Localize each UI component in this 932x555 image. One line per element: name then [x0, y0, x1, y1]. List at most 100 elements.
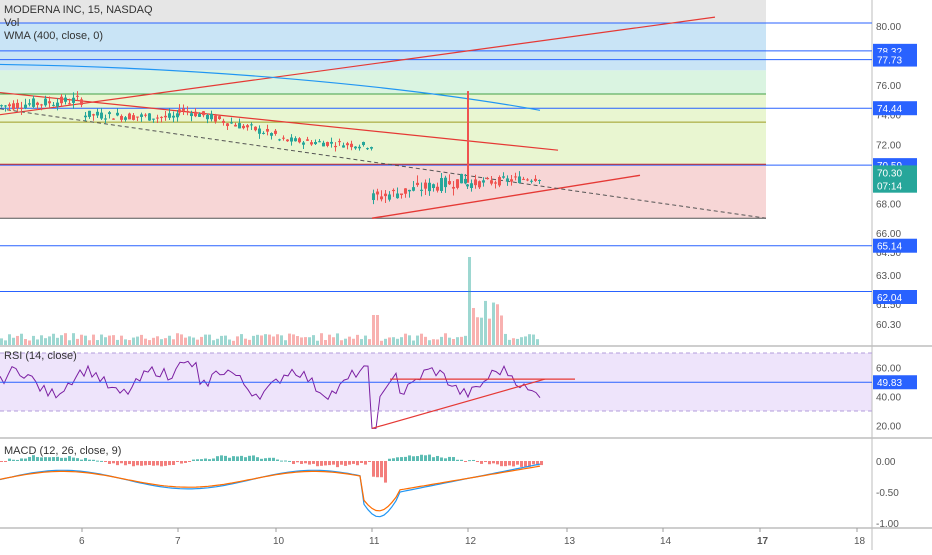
volume-bar-54 — [216, 338, 219, 345]
vol-label[interactable]: Vol — [4, 17, 20, 29]
macd-hist-104 — [416, 456, 419, 461]
symbol-title[interactable]: MODERNA INC, 15, NASDAQ — [4, 4, 153, 16]
volume-bar-105 — [420, 333, 423, 345]
time-tick-4: 12 — [465, 536, 477, 547]
macd-hist-130 — [520, 461, 523, 467]
macd-hist-23 — [92, 459, 95, 461]
candle-body-85 — [338, 141, 341, 143]
macd-hist-49 — [196, 459, 199, 461]
volume-bar-24 — [96, 340, 99, 345]
volume-bar-86 — [344, 338, 347, 345]
macd-hist-32 — [128, 461, 131, 465]
macd-hist-70 — [280, 460, 283, 462]
macd-hist-106 — [424, 455, 427, 461]
macd-hist-95 — [380, 461, 383, 478]
volume-bar-2 — [8, 334, 11, 345]
volume-bar-120 — [480, 317, 483, 345]
macd-hist-135 — [540, 461, 543, 466]
rsi-tick-1: 40.00 — [876, 393, 901, 404]
macd-hist-132 — [528, 461, 531, 467]
macd-label[interactable]: MACD (12, 26, close, 9) — [4, 445, 122, 457]
macd-hist-22 — [88, 459, 91, 461]
candle-body-52 — [206, 115, 209, 120]
candle-body-51 — [202, 111, 205, 116]
volume-bar-7 — [28, 340, 31, 345]
volume-bar-34 — [136, 336, 139, 345]
macd-hist-18 — [72, 457, 75, 461]
volume-bar-38 — [152, 337, 155, 345]
macd-hist-1 — [4, 461, 7, 462]
macd-hist-109 — [436, 455, 439, 461]
candle-body-124 — [490, 180, 493, 184]
time-tick-1: 7 — [175, 536, 181, 547]
macd-hist-61 — [244, 457, 247, 461]
candle-body-41 — [164, 115, 167, 118]
price-tick-3: 74.00 — [876, 111, 901, 122]
price-tag-bg-2 — [873, 101, 917, 116]
macd-hist-88 — [352, 461, 355, 464]
candle-body-74 — [294, 138, 297, 142]
candle-body-31 — [124, 117, 127, 120]
volume-bar-30 — [120, 335, 123, 345]
time-tick-0: 6 — [79, 536, 85, 547]
candle-body-76 — [302, 142, 305, 145]
candle-body-60 — [238, 123, 241, 129]
macd-signal-line — [0, 465, 541, 512]
candle-body-12 — [48, 101, 51, 104]
volume-bar-113 — [452, 339, 455, 345]
candle-body-20 — [80, 99, 83, 105]
macd-hist-96 — [384, 461, 387, 483]
price-tick-0: 80.00 — [876, 22, 901, 33]
macd-hist-5 — [20, 458, 23, 461]
macd-hist-107 — [428, 454, 431, 461]
candle-body-73 — [290, 137, 293, 142]
macd-hist-40 — [160, 461, 163, 467]
macd-hist-45 — [180, 461, 183, 464]
volume-bar-52 — [208, 334, 211, 345]
macd-hist-84 — [336, 461, 339, 468]
candle-body-104 — [412, 187, 415, 191]
candle-body-33 — [132, 115, 135, 120]
rsi-label[interactable]: RSI (14, close) — [4, 350, 77, 362]
candle-body-96 — [380, 196, 383, 200]
volume-bar-74 — [296, 336, 299, 345]
volume-bar-66 — [264, 334, 267, 345]
macd-hist-19 — [76, 458, 79, 461]
candle-body-55 — [218, 116, 221, 120]
candle-body-54 — [214, 115, 217, 122]
candle-body-14 — [56, 102, 59, 107]
candle-body-121 — [478, 181, 481, 188]
volume-bar-61 — [244, 338, 247, 345]
candle-body-28 — [112, 118, 115, 120]
macd-hist-50 — [200, 459, 203, 461]
volume-bar-79 — [316, 340, 319, 345]
macd-hist-46 — [184, 461, 187, 463]
volume-bar-98 — [392, 337, 395, 345]
volume-bar-116 — [464, 335, 467, 345]
candle-body-78 — [310, 142, 313, 145]
macd-hist-42 — [168, 461, 171, 466]
volume-bar-19 — [76, 338, 79, 345]
macd-hist-51 — [204, 458, 207, 461]
wma-label[interactable]: WMA (400, close, 0) — [4, 30, 104, 42]
top-gray-zone — [0, 0, 766, 24]
candle-body-25 — [100, 112, 103, 119]
macd-hist-116 — [464, 461, 467, 462]
macd-hist-100 — [400, 457, 403, 461]
macd-hist-117 — [468, 460, 471, 462]
macd-hist-2 — [8, 458, 11, 461]
volume-bar-96 — [384, 338, 387, 345]
time-tick-2: 10 — [273, 536, 285, 547]
macd-hist-93 — [372, 461, 375, 477]
macd-hist-79 — [316, 461, 319, 467]
candle-body-130 — [514, 176, 517, 178]
macd-hist-74 — [296, 461, 299, 463]
volume-bar-21 — [84, 335, 87, 345]
candle-body-42 — [168, 113, 171, 118]
volume-bar-104 — [416, 335, 419, 345]
candle-body-136 — [538, 180, 541, 182]
candle-body-71 — [282, 137, 285, 139]
volume-bar-103 — [412, 340, 415, 345]
vol-tick-0: 64.50 — [876, 248, 901, 259]
